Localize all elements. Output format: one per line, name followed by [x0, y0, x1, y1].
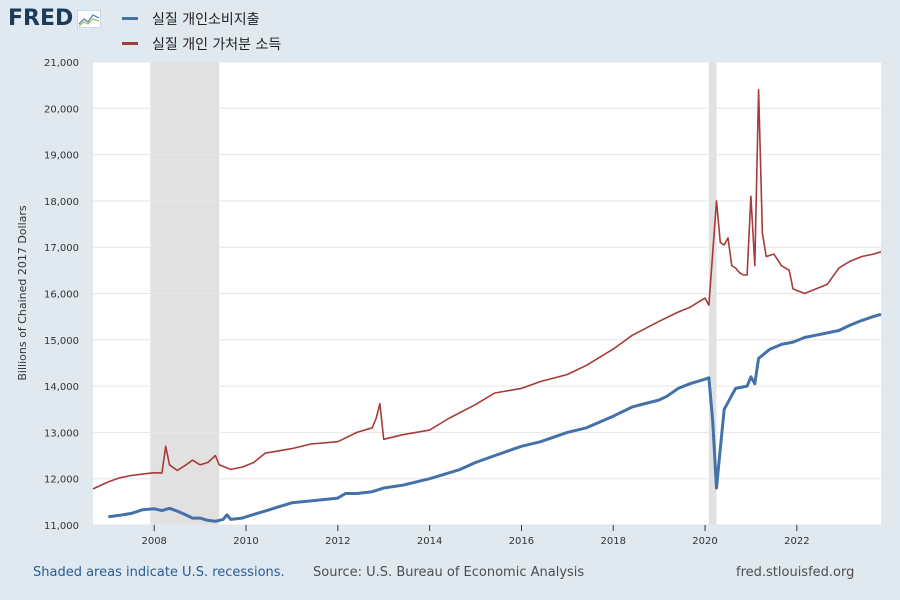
y-tick-label: 12,000	[44, 475, 79, 486]
y-axis-ticks: 11,000 12,000 13,000 14,000 15,000 16,000 17,0…	[44, 58, 79, 532]
x-tick-label: 2008	[141, 536, 166, 547]
y-tick-label: 14,000	[44, 382, 79, 393]
x-tick-label: 2020	[692, 536, 717, 547]
y-tick-label: 21,000	[44, 58, 79, 69]
chart-area: 11,000 12,000 13,000 14,000 15,000 16,000 17,0…	[16, 58, 882, 547]
legend-swatch-consumption	[122, 17, 138, 20]
recession-note-link[interactable]: Shaded areas indicate U.S. recessions.	[33, 565, 285, 580]
fred-logo-text: FRED	[8, 6, 74, 31]
x-tick-label: 2010	[233, 536, 258, 547]
series-line-income	[92, 89, 882, 490]
legend-swatch-income	[122, 42, 138, 45]
y-tick-label: 18,000	[44, 197, 79, 208]
y-axis-label: Billions of Chained 2017 Dollars	[16, 205, 29, 381]
chart-legend: 실질 개인소비지출 실질 개인 가처분 소득	[122, 6, 281, 56]
gridlines	[93, 61, 881, 526]
x-axis-ticks: 2008 2010 2012 2014 2016 2018 2020 2022	[141, 525, 810, 547]
source-note: Source: U.S. Bureau of Economic Analysis	[313, 565, 585, 580]
legend-label-consumption: 실질 개인소비지출	[152, 11, 260, 28]
fred-logo[interactable]: FRED	[8, 6, 102, 31]
legend-item-income[interactable]: 실질 개인 가처분 소득	[122, 31, 281, 56]
y-tick-label: 11,000	[44, 521, 79, 532]
y-tick-label: 17,000	[44, 243, 79, 254]
x-tick-label: 2016	[509, 536, 534, 547]
fred-chart-icon	[77, 9, 102, 28]
site-url[interactable]: fred.stlouisfed.org	[736, 565, 855, 580]
y-tick-label: 15,000	[44, 336, 79, 347]
series-lines	[92, 89, 882, 523]
legend-item-consumption[interactable]: 실질 개인소비지출	[122, 6, 281, 31]
x-tick-label: 2022	[784, 536, 809, 547]
y-tick-label: 20,000	[44, 104, 79, 115]
legend-label-income: 실질 개인 가처분 소득	[152, 36, 282, 53]
x-tick-label: 2014	[417, 536, 442, 547]
x-tick-label: 2018	[601, 536, 626, 547]
series-line-consumption	[108, 312, 882, 523]
y-tick-label: 19,000	[44, 151, 79, 162]
x-tick-label: 2012	[325, 536, 350, 547]
y-tick-label: 13,000	[44, 428, 79, 439]
y-tick-label: 16,000	[44, 290, 79, 301]
